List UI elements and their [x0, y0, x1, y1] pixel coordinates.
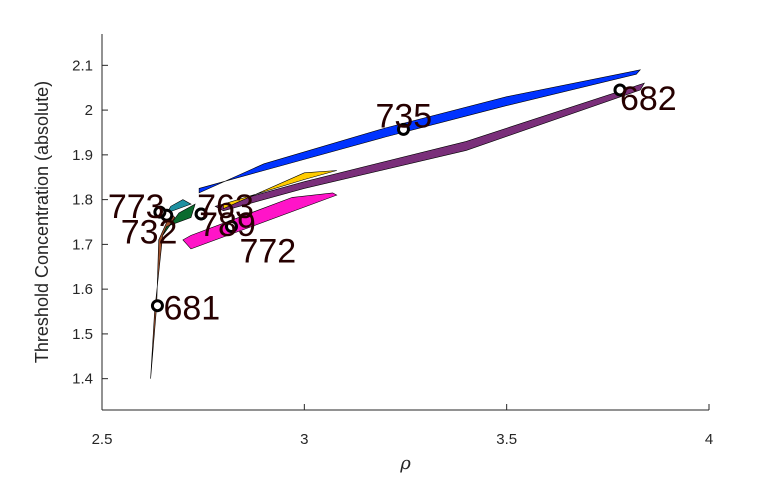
region-band	[165, 199, 192, 214]
x-tick-label: 3	[300, 431, 308, 448]
data-point	[150, 299, 164, 313]
data-point	[224, 219, 238, 233]
point-label: 789	[199, 206, 256, 244]
data-point	[194, 207, 208, 221]
x-tick-label: 3.5	[496, 431, 517, 448]
point-label: 682	[620, 80, 677, 118]
y-axis-title: Threshold Concentration (absolute)	[32, 81, 52, 363]
axes: 2.5 3 3.5 4 1.4 1.5 1.6 1.7 1.8 1.9 2 2.1 ρ Thresh…	[32, 34, 713, 474]
y-ticks: 1.4 1.5 1.6 1.7 1.8 1.9 2 2.1	[72, 57, 108, 388]
y-tick-label: 1.4	[72, 371, 93, 388]
y-tick-label: 1.9	[72, 147, 93, 164]
y-tick-label: 1.5	[72, 326, 93, 343]
x-tick-label: 2.5	[92, 431, 113, 448]
point-label: 773	[108, 188, 165, 226]
y-tick-label: 1.8	[72, 192, 93, 209]
y-tick-label: 1.7	[72, 236, 93, 253]
point-label: 763	[197, 188, 254, 226]
data-point	[396, 122, 410, 136]
region-band	[198, 69, 642, 194]
region-band	[214, 82, 645, 212]
point-label: 681	[163, 290, 220, 328]
y-tick-label: 1.6	[72, 281, 93, 298]
regions-layer	[150, 69, 645, 379]
data-point	[613, 83, 627, 97]
x-axis-title: ρ	[399, 453, 411, 474]
y-tick-label: 2.1	[72, 57, 93, 74]
x-ticks: 2.5 3 3.5 4	[92, 404, 713, 448]
point-label: 732	[121, 213, 178, 251]
point-label: 772	[239, 232, 296, 270]
y-tick-label: 2	[85, 102, 93, 119]
points-layer	[150, 83, 627, 313]
point-label: 735	[375, 97, 432, 135]
region-band	[182, 192, 338, 250]
region-band	[223, 170, 337, 210]
x-tick-label: 4	[705, 431, 713, 448]
data-point	[153, 205, 167, 219]
region-band	[162, 203, 196, 236]
